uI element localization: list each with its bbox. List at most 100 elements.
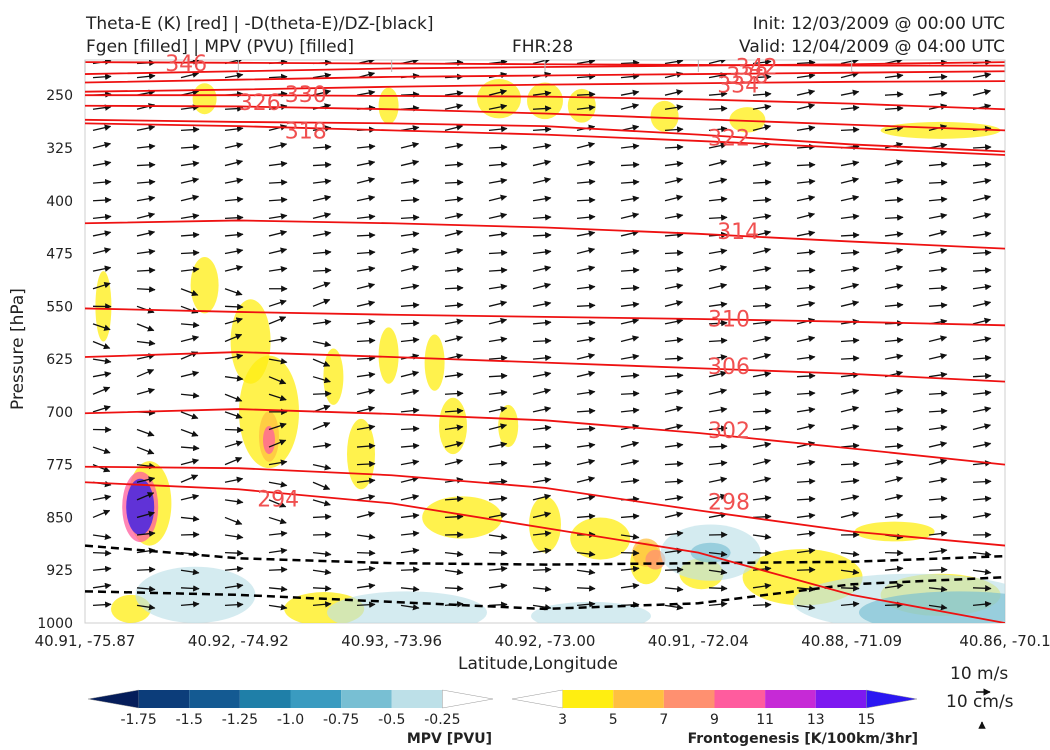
wind-vector [576, 178, 596, 186]
wind-vector [312, 230, 332, 237]
wind-vector [840, 160, 860, 167]
x-tick-label: 40.93, -73.96 [341, 632, 442, 650]
wind-vector [400, 407, 420, 414]
wind-vector [708, 585, 728, 592]
wind-vector [356, 533, 376, 540]
wind-vector [532, 354, 552, 362]
wind-vector [752, 196, 772, 204]
wind-vector [708, 105, 728, 112]
wind-vector [532, 547, 552, 555]
wind-vector [972, 568, 992, 576]
colorbar-tick: -1.0 [277, 712, 304, 728]
wind-vector [796, 495, 816, 503]
y-axis-ticks: 250 325 400 475 550 625 700 775 850 925 1000 [37, 88, 73, 632]
wind-vector [312, 89, 332, 96]
wind-vector [884, 105, 904, 112]
wind-vector [576, 458, 596, 466]
wind-vector [840, 126, 860, 134]
wind-vector [444, 302, 464, 309]
wind-vector [400, 512, 420, 520]
y-tick-label: 850 [46, 510, 73, 526]
wind-vector [840, 568, 860, 576]
wind-vector [136, 387, 155, 395]
wind-vector [268, 566, 288, 573]
y-tick-label: 325 [46, 141, 73, 157]
wind-vector [224, 142, 244, 149]
wind-vector [752, 213, 772, 220]
wind-vector [532, 388, 552, 395]
wind-vector [576, 336, 596, 343]
wind-vector [752, 335, 772, 343]
dtheta-dz-contour [85, 576, 1005, 611]
colorbar-tick: 9 [710, 712, 719, 728]
wind-vector [840, 355, 860, 362]
wind-vector [928, 212, 948, 220]
theta-e-label: 318 [285, 119, 327, 144]
colorbar-swatch [341, 690, 392, 708]
wind-vector [664, 423, 684, 431]
theta-e-contour [85, 408, 1005, 466]
wind-vector [532, 232, 552, 239]
wind-vector [532, 105, 552, 112]
wind-vector [224, 248, 244, 255]
wind-vector [268, 336, 288, 343]
wind-vector [444, 390, 464, 397]
wind-vector [180, 411, 199, 420]
wind-vector [576, 91, 596, 98]
wind-vector [752, 247, 772, 255]
x-tick-label: 40.92, -74.92 [188, 632, 289, 650]
wind-vector [796, 89, 816, 96]
wind-vector [972, 230, 992, 238]
wind-vector [576, 425, 596, 432]
colorbar-tick: 3 [558, 712, 567, 728]
wind-vector [576, 141, 596, 149]
wind-vector [928, 229, 948, 237]
wind-vector [708, 196, 728, 203]
wind-vector [620, 372, 640, 379]
wind-vector [180, 493, 200, 501]
wind-vector [224, 333, 243, 343]
wind-vector [224, 411, 243, 419]
wind-vector [488, 177, 508, 185]
wind-vector [708, 72, 728, 79]
wind-vector [400, 585, 420, 593]
wind-vector [620, 353, 640, 361]
wind-vector [796, 72, 816, 80]
wind-vector [796, 267, 816, 274]
wind-vector [312, 601, 332, 608]
wind-vector [356, 213, 376, 221]
wind-vector [224, 516, 243, 525]
wind-vector [400, 336, 420, 344]
chart-title-line2: Fgen [filled] | MPV (PVU) [filled] [86, 37, 355, 57]
wind-vector [400, 247, 420, 255]
wind-vector [268, 516, 287, 525]
wind-vector [180, 392, 200, 399]
wind-vector [620, 582, 640, 590]
wind-vector [576, 213, 596, 221]
wind-vector [488, 267, 508, 274]
wind-vector [180, 531, 200, 538]
wind-vector [884, 425, 904, 433]
wind-vector [796, 103, 816, 110]
wind-vector [796, 60, 816, 67]
wind-vector [752, 179, 772, 186]
wind-vector [444, 550, 464, 558]
wind-vector [664, 249, 684, 257]
wind-vector [180, 444, 200, 452]
wind-vector [708, 282, 728, 290]
wind-vector [796, 603, 816, 611]
wind-vector [532, 443, 552, 450]
wind-vector [928, 566, 948, 574]
wind-vector [312, 194, 332, 202]
theta-e-label: 310 [708, 307, 750, 332]
wind-vector [180, 266, 200, 273]
wind-vector [884, 301, 904, 309]
wind-vector [576, 319, 596, 327]
wind-vector [620, 301, 640, 308]
wind-vector [136, 267, 156, 274]
wind-vector [972, 283, 992, 291]
wind-vector [708, 443, 728, 450]
wind-vector [532, 195, 552, 202]
wind-vector [532, 406, 552, 413]
wind-vector [444, 142, 464, 150]
